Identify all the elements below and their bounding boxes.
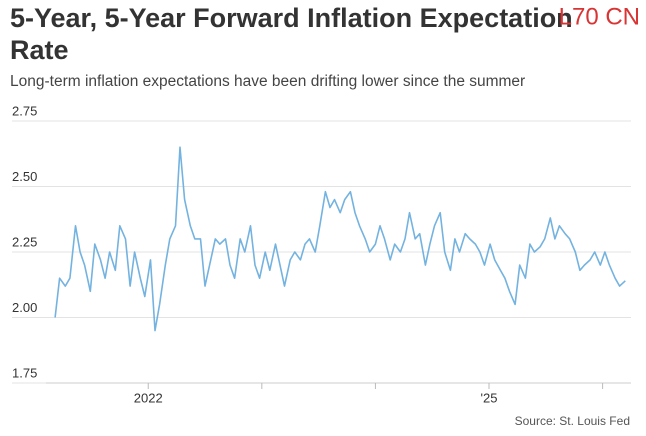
data-line bbox=[54, 146, 626, 332]
x-tick-label: 2022 bbox=[134, 390, 163, 405]
x-tick-label: '25 bbox=[481, 390, 498, 405]
y-tick-label: 2.25 bbox=[12, 234, 37, 249]
y-tick-label: 2.50 bbox=[12, 169, 37, 184]
y-tick-label: 2.00 bbox=[12, 300, 37, 315]
y-tick-label: 1.75 bbox=[12, 365, 37, 380]
chart-subtitle: Long-term inflation expectations have be… bbox=[10, 73, 525, 90]
chart-title: 5-Year, 5-Year Forward Inflation Expecta… bbox=[10, 3, 573, 65]
source: Source: St. Louis Fed bbox=[515, 414, 630, 428]
watermark: L70 CN bbox=[559, 3, 640, 30]
y-tick-label: 2.75 bbox=[12, 103, 37, 118]
